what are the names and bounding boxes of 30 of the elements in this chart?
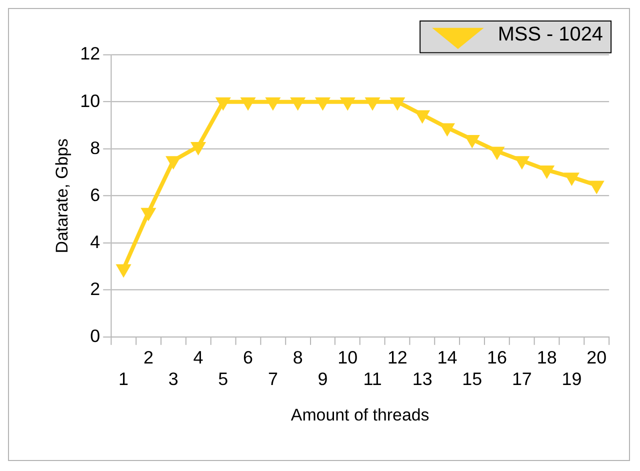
y-tick-label: 0 bbox=[90, 326, 100, 346]
legend-label: MSS - 1024 bbox=[498, 23, 604, 46]
x-tick-label: 12 bbox=[387, 348, 408, 368]
y-tick-label: 6 bbox=[90, 184, 100, 205]
x-tick-label: 3 bbox=[168, 369, 178, 390]
x-tick-label: 6 bbox=[243, 348, 254, 368]
x-tick-label: 15 bbox=[462, 369, 482, 390]
x-tick-label: 1 bbox=[118, 369, 129, 390]
y-tick-label: 4 bbox=[90, 232, 100, 252]
x-tick-label: 7 bbox=[268, 369, 278, 390]
y-tick-label: 8 bbox=[90, 138, 100, 158]
x-tick-label: 11 bbox=[363, 369, 382, 390]
x-tick-label: 8 bbox=[292, 348, 303, 368]
x-tick-label: 19 bbox=[562, 369, 582, 390]
x-tick-label: 16 bbox=[487, 348, 508, 368]
x-tick-label: 20 bbox=[586, 348, 607, 368]
y-tick-label: 10 bbox=[80, 90, 100, 111]
x-tick-label: 2 bbox=[143, 348, 154, 368]
x-tick-label: 17 bbox=[512, 369, 532, 390]
x-tick-label: 9 bbox=[318, 369, 328, 390]
y-tick-label: 2 bbox=[90, 278, 100, 299]
x-tick-label: 10 bbox=[338, 348, 358, 368]
x-tick-label: 14 bbox=[437, 348, 458, 368]
y-tick-label: 12 bbox=[80, 44, 100, 64]
x-tick-label: 4 bbox=[193, 348, 204, 368]
x-tick-label: 13 bbox=[412, 369, 432, 390]
x-tick-label: 5 bbox=[218, 369, 228, 390]
x-axis-title: Amount of threads bbox=[290, 406, 430, 425]
x-tick-label: 18 bbox=[536, 348, 557, 368]
y-axis-title: Datarate, Gbps bbox=[52, 138, 72, 254]
